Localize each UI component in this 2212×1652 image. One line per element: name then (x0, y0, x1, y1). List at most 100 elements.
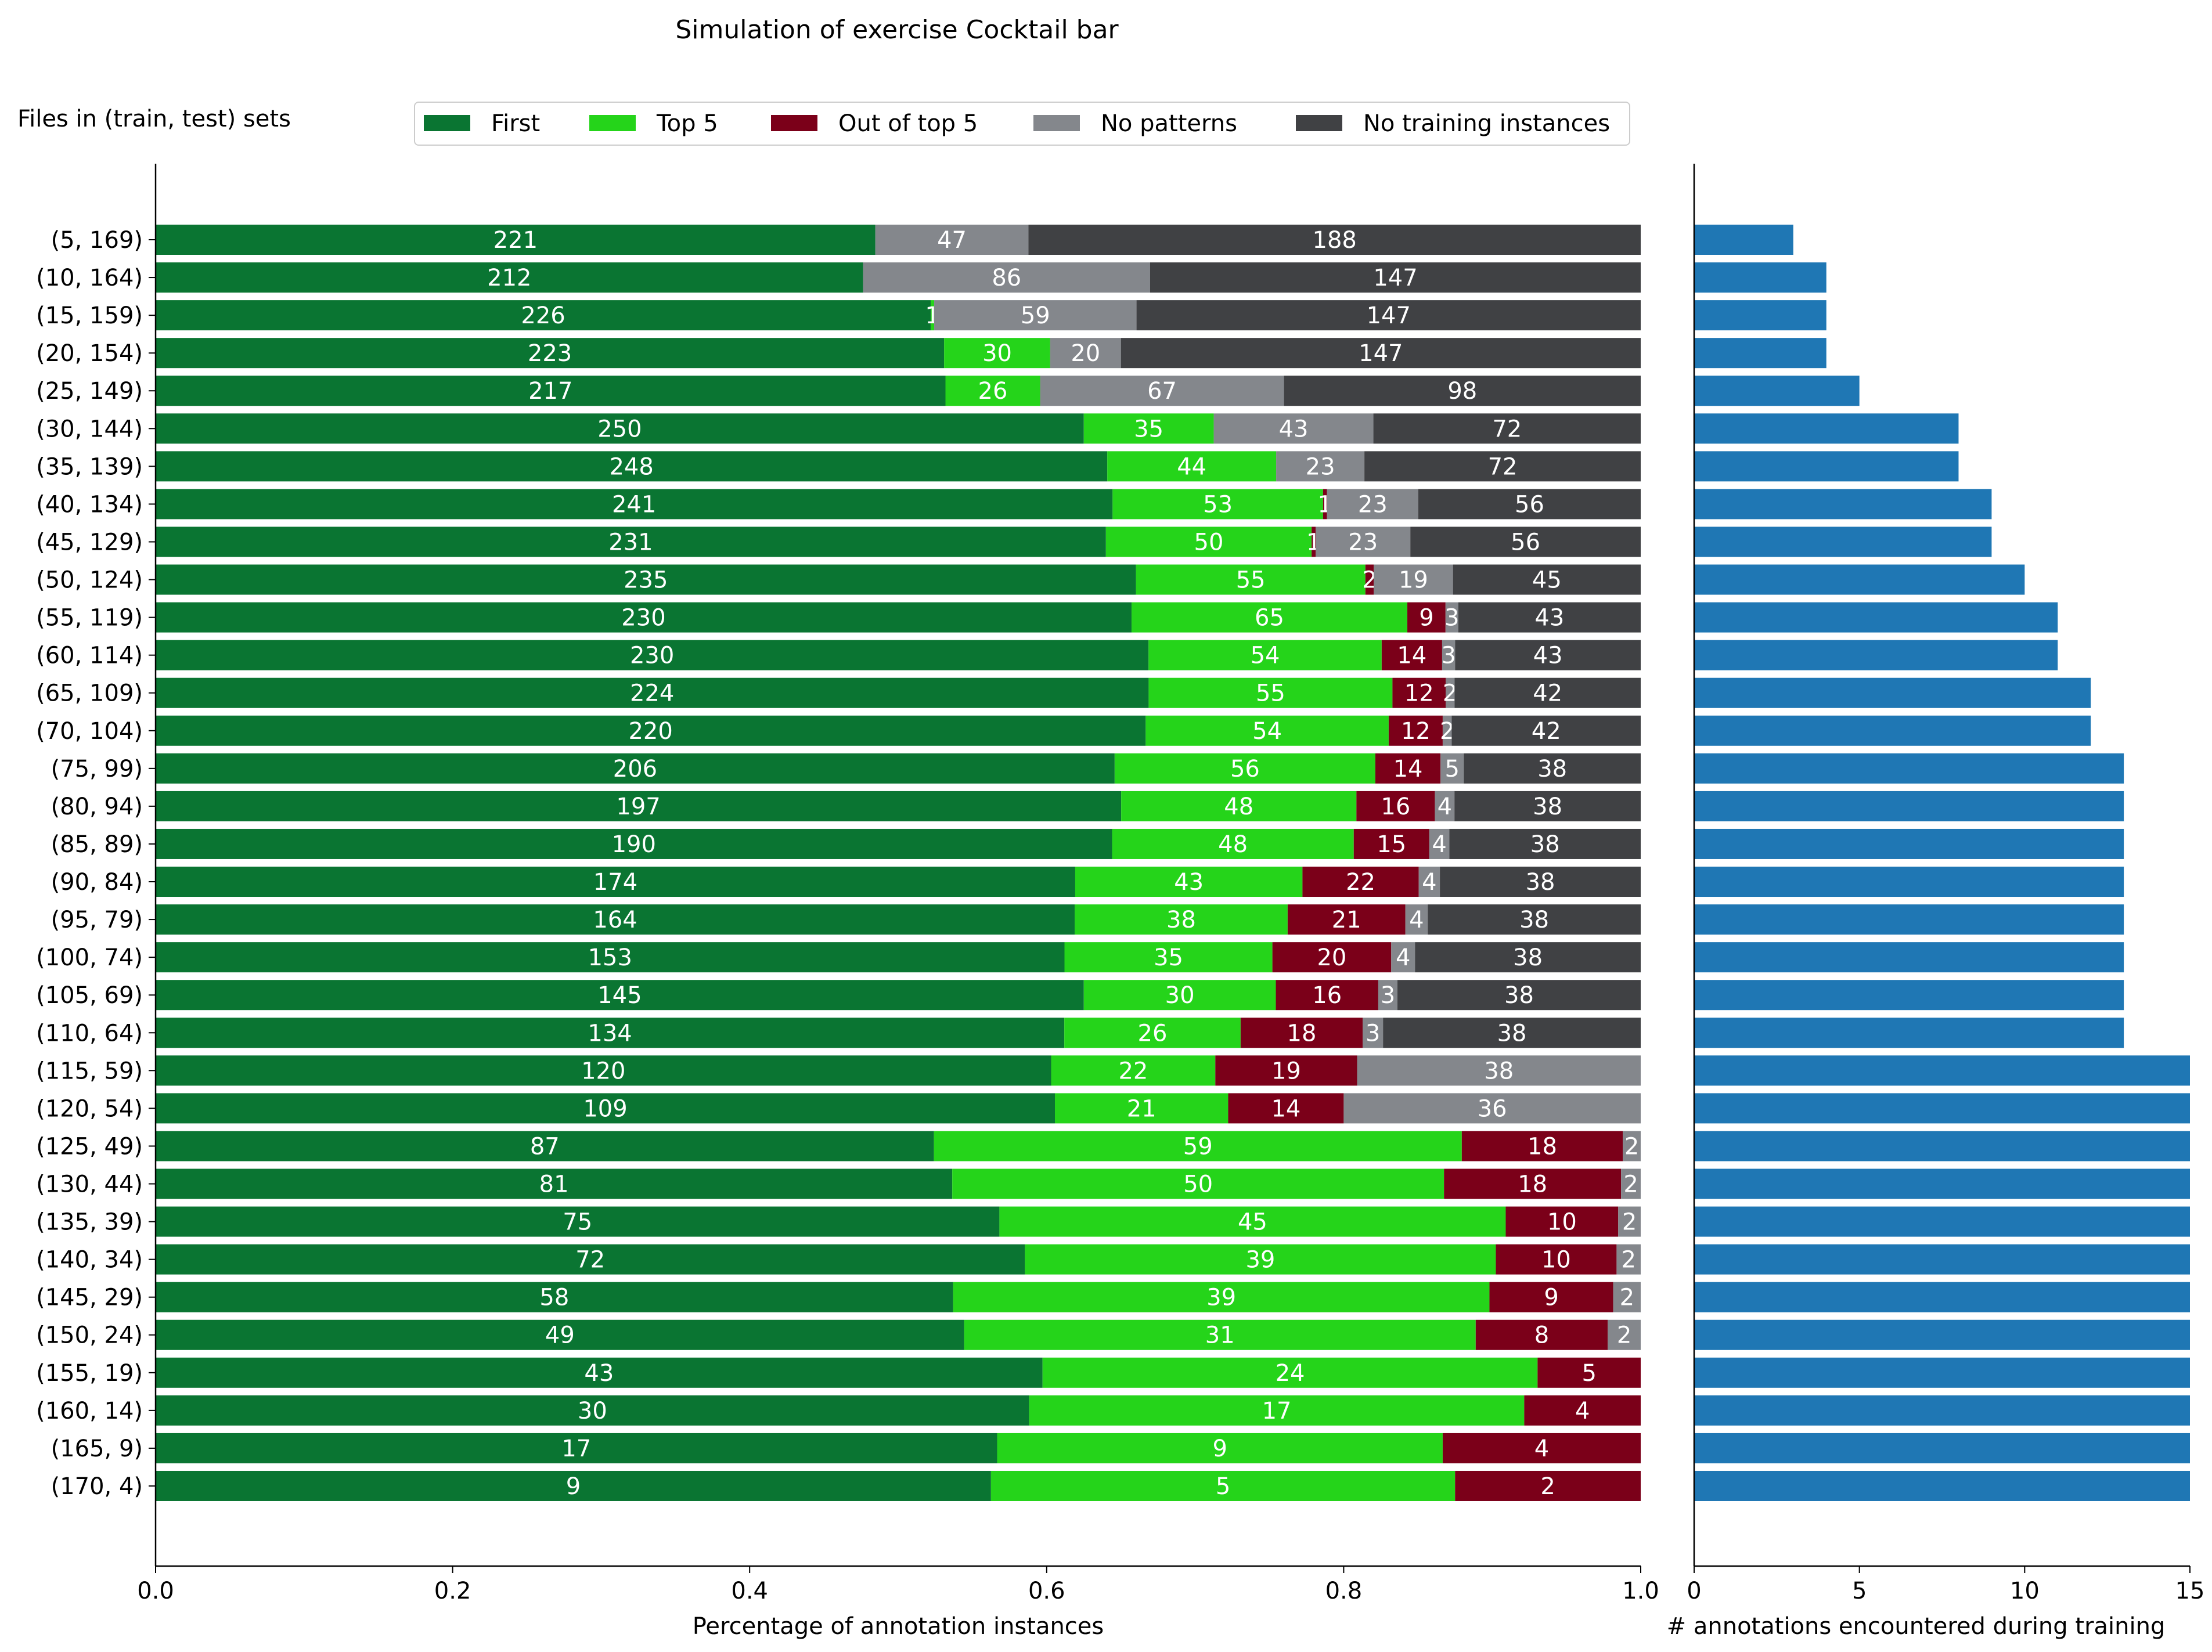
y-tick-label: (25, 149) (36, 378, 143, 405)
bar-value-label: 48 (1218, 831, 1248, 858)
bar-segment (997, 1433, 1443, 1463)
y-tick-label: (70, 104) (36, 718, 143, 745)
bar-value-label: 75 (563, 1209, 592, 1236)
y-tick-label: (60, 114) (36, 643, 143, 669)
bar-value-label: 14 (1397, 643, 1426, 669)
bar-value-label: 30 (578, 1398, 607, 1424)
side-x-tick-label: 15 (2175, 1578, 2205, 1604)
bar-segment (1435, 791, 1455, 821)
bar-value-label: 38 (1513, 944, 1543, 971)
y-tick-label: (100, 74) (36, 944, 143, 971)
bar-value-label: 120 (581, 1058, 625, 1084)
bar-value-label: 42 (1532, 718, 1561, 745)
bar-value-label: 18 (1287, 1020, 1317, 1047)
bar-segment (1029, 1395, 1525, 1426)
bar-segment (1388, 715, 1443, 746)
bar-value-label: 12 (1404, 680, 1434, 707)
bar-segment (875, 225, 1029, 255)
bar-value-label: 3 (1441, 643, 1456, 669)
bar-value-label: 55 (1256, 680, 1285, 707)
side-x-tick-label: 10 (2010, 1578, 2040, 1604)
bar-segment (1312, 526, 1316, 557)
bar-segment (1418, 489, 1641, 520)
side-bar (1694, 1018, 2124, 1048)
side-bar (1694, 980, 2124, 1011)
y-tick-label: (155, 19) (36, 1360, 143, 1387)
bar-value-label: 224 (630, 680, 674, 707)
bar-segment (1365, 564, 1374, 595)
bar-segment (1374, 564, 1453, 595)
bar-value-label: 4 (1432, 831, 1446, 858)
y-tick-label: (120, 54) (36, 1095, 143, 1122)
bar-segment (1121, 338, 1641, 369)
side-bar (1694, 1093, 2190, 1124)
bar-value-label: 26 (978, 378, 1008, 405)
bar-segment (1075, 904, 1288, 935)
bar-value-label: 43 (1174, 869, 1204, 896)
bar-value-label: 153 (588, 944, 632, 971)
bar-value-label: 4 (1422, 869, 1436, 896)
side-plot-area (1694, 225, 2190, 1501)
y-tick-label: (135, 39) (36, 1209, 143, 1236)
bar-value-label: 231 (608, 529, 653, 556)
bar-value-label: 16 (1381, 793, 1410, 820)
bar-value-label: 241 (612, 491, 656, 518)
bar-value-label: 53 (1203, 491, 1233, 518)
bar-segment (1442, 1433, 1641, 1463)
bar-value-label: 45 (1532, 567, 1562, 594)
y-tick-label: (115, 59) (36, 1058, 143, 1084)
bar-segment (156, 640, 1149, 670)
bar-value-label: 2 (1620, 1285, 1634, 1311)
bar-value-label: 54 (1251, 643, 1280, 669)
bar-segment (953, 1282, 1490, 1312)
bar-value-label: 38 (1526, 869, 1555, 896)
bar-segment (1392, 677, 1446, 708)
bar-value-label: 10 (1547, 1209, 1577, 1236)
bar-segment (1240, 1018, 1363, 1048)
bar-value-label: 49 (545, 1322, 575, 1349)
bar-value-label: 18 (1518, 1171, 1547, 1198)
bar-segment (1357, 1055, 1641, 1086)
bar-segment (1440, 753, 1464, 784)
bar-value-label: 223 (528, 340, 572, 367)
legend-swatch (424, 115, 470, 131)
bar-value-label: 197 (616, 793, 660, 820)
bar-value-label: 98 (1447, 378, 1477, 405)
bar-segment (1051, 1055, 1216, 1086)
y-tick-label: (145, 29) (36, 1285, 143, 1311)
bar-segment (1316, 526, 1411, 557)
side-bar (1694, 1357, 2190, 1388)
bar-value-label: 43 (1533, 643, 1563, 669)
x-tick-label: 0.4 (731, 1578, 768, 1604)
side-x-tick-label: 5 (1852, 1578, 1867, 1604)
bar-value-label: 212 (487, 265, 531, 291)
side-bar (1694, 677, 2091, 708)
bar-segment (1442, 715, 1452, 746)
bar-segment (1064, 942, 1273, 973)
bar-segment (952, 1168, 1444, 1199)
side-bar (1694, 828, 2124, 859)
bar-segment (156, 489, 1113, 520)
bar-segment (156, 1168, 953, 1199)
bar-value-label: 72 (1488, 453, 1518, 480)
bar-segment (1454, 677, 1641, 708)
bar-segment (156, 376, 946, 406)
bar-value-label: 87 (530, 1133, 560, 1160)
bar-value-label: 39 (1245, 1247, 1275, 1274)
bar-value-label: 8 (1534, 1322, 1549, 1349)
bar-segment (945, 376, 1040, 406)
bar-segment (1613, 1282, 1641, 1312)
bar-value-label: 38 (1530, 831, 1560, 858)
bar-segment (1489, 1282, 1613, 1312)
bar-segment (1410, 526, 1641, 557)
bar-segment (1323, 489, 1327, 520)
bar-value-label: 3 (1366, 1020, 1380, 1047)
bar-value-label: 2 (1621, 1247, 1635, 1274)
bar-segment (156, 262, 863, 293)
bar-segment (1107, 451, 1277, 482)
bar-segment (1148, 640, 1382, 670)
bar-value-label: 9 (1544, 1285, 1558, 1311)
y-tick-label: (160, 14) (36, 1398, 143, 1424)
